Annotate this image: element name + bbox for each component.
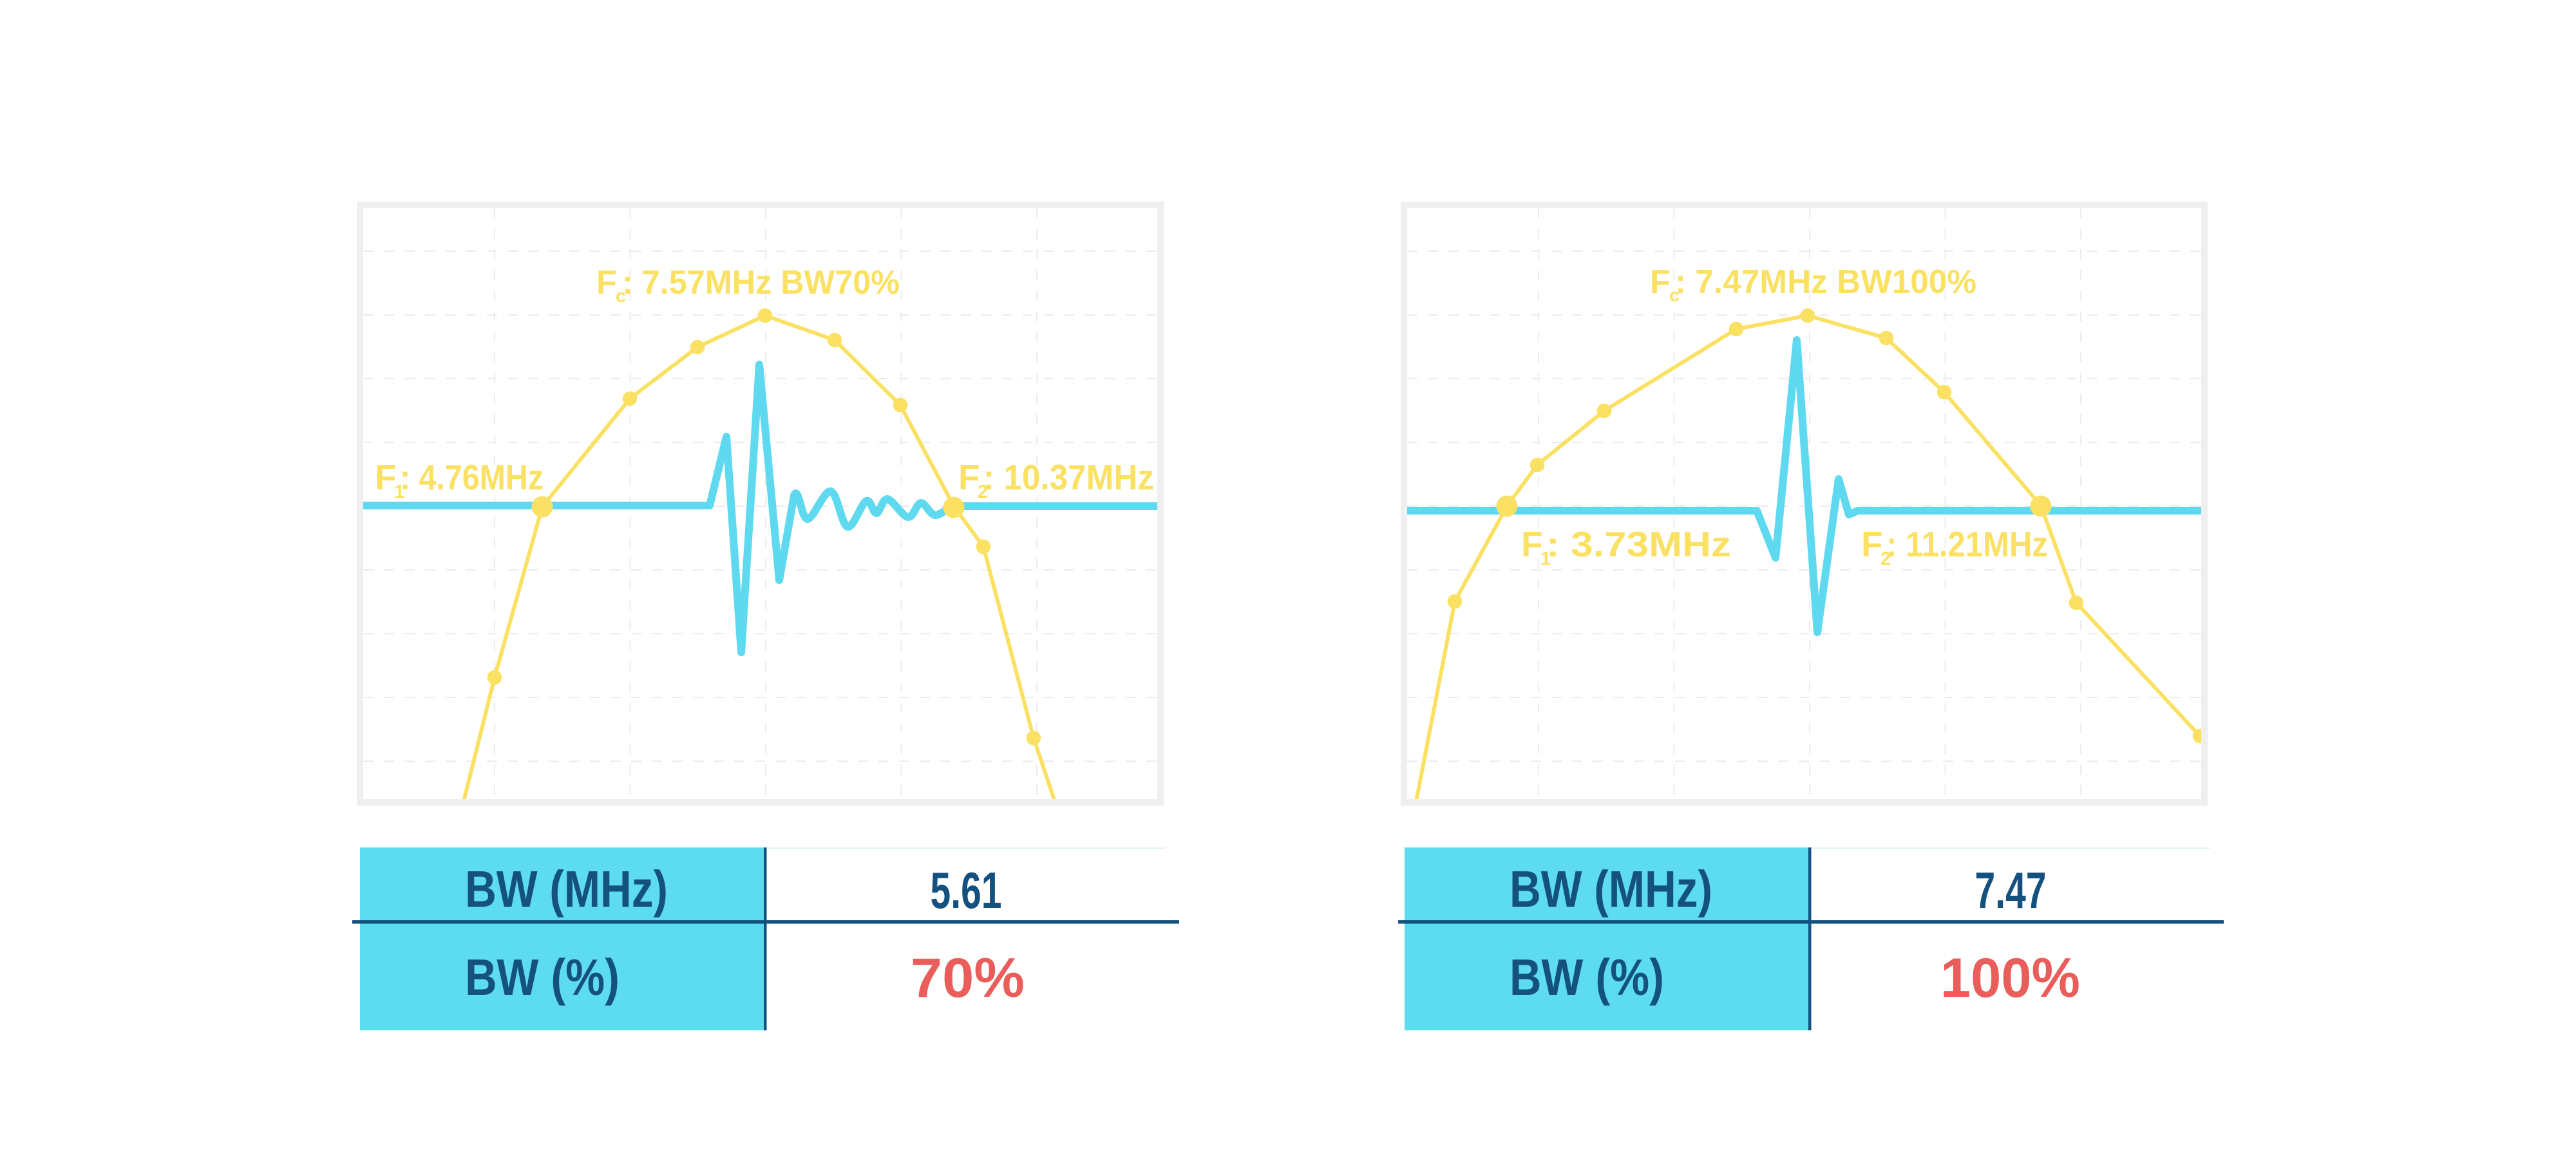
svg-text:100%: 100%	[1940, 947, 2080, 1009]
svg-text:F: F	[1521, 524, 1543, 564]
svg-text:2: 2	[978, 482, 988, 502]
svg-text:c: c	[1669, 285, 1680, 306]
svg-text:7.47: 7.47	[1975, 862, 2047, 919]
svg-text:: 10.37MHz: : 10.37MHz	[983, 457, 1154, 497]
svg-text:c: c	[616, 286, 626, 307]
svg-text:1: 1	[1540, 549, 1551, 569]
svg-text:F: F	[1650, 263, 1671, 301]
svg-text:BW (%): BW (%)	[465, 949, 620, 1006]
svg-text:F: F	[1861, 524, 1883, 564]
svg-text:2: 2	[1880, 549, 1891, 569]
svg-text:BW (%): BW (%)	[1510, 949, 1664, 1006]
svg-text:: 3.73MHz: : 3.73MHz	[1546, 524, 1731, 564]
svg-text:70%: 70%	[911, 947, 1025, 1009]
svg-text:1: 1	[394, 482, 404, 502]
svg-text:BW (MHz): BW (MHz)	[465, 860, 668, 918]
svg-text:BW (MHz): BW (MHz)	[1510, 860, 1712, 918]
svg-text:: 7.47MHz BW100%: : 7.47MHz BW100%	[1675, 263, 1976, 301]
svg-text:F: F	[958, 457, 980, 497]
svg-text:F: F	[596, 264, 617, 301]
svg-text:: 7.57MHz BW70%: : 7.57MHz BW70%	[622, 264, 900, 301]
svg-text:: 11.21MHz: : 11.21MHz	[1886, 524, 2048, 564]
svg-text:F: F	[375, 457, 397, 497]
svg-text:5.61: 5.61	[931, 862, 1002, 919]
svg-text:: 4.76MHz: : 4.76MHz	[400, 457, 544, 497]
